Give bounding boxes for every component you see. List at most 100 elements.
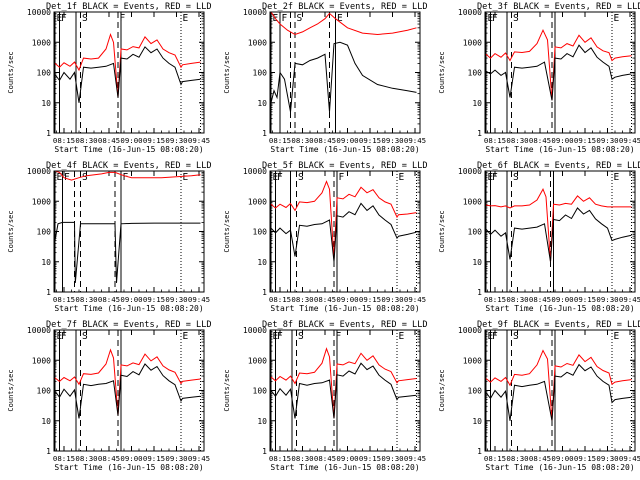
y-tick-label: 10 bbox=[472, 99, 482, 108]
segment-marker-label: S bbox=[513, 172, 519, 183]
y-tick-label: 100 bbox=[37, 69, 52, 78]
segment-marker-label: F bbox=[64, 172, 70, 183]
series-line-lld bbox=[54, 348, 201, 416]
x-tick-label: 08:45 bbox=[529, 454, 551, 463]
x-tick-label: 09:15 bbox=[143, 136, 165, 145]
segment-marker-label: S bbox=[298, 172, 304, 183]
x-tick-label: 09:15 bbox=[574, 454, 596, 463]
x-tick-label: 09:45 bbox=[619, 454, 640, 463]
x-tick-label: 09:00 bbox=[551, 136, 573, 145]
panel-det-5f: Det_5f BLACK = Events, RED = LLD Counts/s… bbox=[223, 161, 428, 313]
x-axis-label: Start Time (16-Jun-15 08:08:20) bbox=[54, 463, 203, 472]
segment-marker-label: F bbox=[123, 172, 129, 183]
x-tick-label: 08:30 bbox=[506, 295, 528, 304]
plot-frame bbox=[53, 329, 205, 452]
y-tick-label: 10 bbox=[41, 99, 51, 108]
x-tick-label: 08:45 bbox=[98, 136, 120, 145]
y-tick-label: 100 bbox=[468, 228, 483, 237]
segment-marker-label: F bbox=[492, 13, 498, 24]
y-tick-label: 100 bbox=[468, 69, 483, 78]
segment-marker-label: E bbox=[57, 172, 63, 183]
x-tick-label: 08:15 bbox=[269, 136, 291, 145]
x-tick-label: 09:45 bbox=[619, 136, 640, 145]
x-tick-label: 08:45 bbox=[314, 295, 336, 304]
segment-marker-label: F bbox=[277, 331, 283, 342]
x-tick-label: 09:30 bbox=[596, 295, 618, 304]
x-tick-label: 08:15 bbox=[53, 295, 75, 304]
panel-title: Det_5f BLACK = Events, RED = LLD bbox=[262, 161, 428, 171]
x-tick-label: 09:00 bbox=[336, 136, 358, 145]
y-tick-label: 1000 bbox=[248, 197, 267, 206]
y-axis-label: Counts/sec bbox=[223, 369, 231, 411]
segment-marker-label: F bbox=[282, 13, 288, 24]
series-line-lld bbox=[485, 349, 632, 421]
panel-det-9f: Det_9f BLACK = Events, RED = LLD Counts/s… bbox=[438, 320, 640, 472]
x-tick-label: 09:00 bbox=[120, 136, 142, 145]
x-tick-label: 09:30 bbox=[381, 295, 403, 304]
y-axis-label: Counts/sec bbox=[223, 51, 231, 93]
panel-det-2f: Det_2f BLACK = Events, RED = LLD Counts/s… bbox=[223, 2, 428, 154]
y-tick-label: 10000 bbox=[27, 8, 51, 17]
segment-marker-label: S bbox=[82, 331, 88, 342]
y-tick-label: 1000 bbox=[248, 356, 267, 365]
y-axis-label: Counts/sec bbox=[7, 210, 15, 252]
x-tick-label: 09:30 bbox=[165, 295, 187, 304]
x-tick-label: 08:15 bbox=[484, 454, 506, 463]
x-tick-label: 08:30 bbox=[291, 454, 313, 463]
y-tick-label: 1000 bbox=[463, 356, 482, 365]
x-tick-label: 09:00 bbox=[336, 454, 358, 463]
segment-marker-label: F bbox=[61, 331, 67, 342]
series-line-events bbox=[54, 46, 201, 103]
segment-marker-label: E bbox=[183, 331, 189, 342]
x-axis-label: Start Time (16-Jun-15 08:08:20) bbox=[54, 145, 203, 154]
segment-marker-label: S bbox=[513, 331, 519, 342]
y-axis-label: Counts/sec bbox=[438, 369, 446, 411]
y-tick-label: 100 bbox=[468, 387, 483, 396]
x-tick-label: 09:00 bbox=[551, 454, 573, 463]
y-tick-label: 100 bbox=[37, 387, 52, 396]
x-tick-label: 09:15 bbox=[143, 454, 165, 463]
y-tick-label: 1000 bbox=[32, 356, 51, 365]
series-line-events bbox=[270, 202, 417, 262]
y-tick-label: 10000 bbox=[458, 8, 482, 17]
x-tick-label: 08:45 bbox=[529, 295, 551, 304]
panel-title: Det_9f BLACK = Events, RED = LLD bbox=[477, 320, 640, 330]
panel-title: Det_3f BLACK = Events, RED = LLD bbox=[477, 2, 640, 12]
x-tick-label: 09:45 bbox=[404, 136, 426, 145]
x-tick-label: 09:30 bbox=[381, 454, 403, 463]
x-tick-label: 08:15 bbox=[269, 295, 291, 304]
segment-marker-label: E bbox=[399, 331, 405, 342]
y-tick-label: 1 bbox=[477, 129, 482, 138]
plot-frame bbox=[53, 170, 205, 293]
x-tick-label: 08:45 bbox=[314, 454, 336, 463]
y-axis-label: Counts/sec bbox=[438, 210, 446, 252]
y-tick-label: 10000 bbox=[458, 326, 482, 335]
segment-marker-label: F bbox=[492, 331, 498, 342]
x-axis-label: Start Time (16-Jun-15 08:08:20) bbox=[485, 304, 634, 313]
plot-frame bbox=[269, 11, 421, 134]
y-tick-label: 1 bbox=[262, 288, 267, 297]
panel-title: Det_6f BLACK = Events, RED = LLD bbox=[477, 161, 640, 171]
series-line-lld bbox=[54, 171, 201, 181]
series-line-events bbox=[485, 207, 632, 262]
plot-frame bbox=[484, 329, 636, 452]
x-tick-label: 08:30 bbox=[506, 454, 528, 463]
y-axis-label: Counts/sec bbox=[7, 369, 15, 411]
x-tick-label: 09:15 bbox=[143, 295, 165, 304]
x-tick-label: 08:15 bbox=[53, 454, 75, 463]
x-axis-label: Start Time (16-Jun-15 08:08:20) bbox=[485, 145, 634, 154]
panel-det-7f: Det_7f BLACK = Events, RED = LLD Counts/s… bbox=[7, 320, 212, 472]
x-tick-label: 09:45 bbox=[188, 136, 210, 145]
x-tick-label: 09:15 bbox=[574, 136, 596, 145]
x-tick-label: 08:15 bbox=[269, 454, 291, 463]
y-tick-label: 10000 bbox=[27, 167, 51, 176]
x-tick-label: 09:30 bbox=[596, 454, 618, 463]
segment-marker-label: E bbox=[399, 172, 405, 183]
panel-title: Det_8f BLACK = Events, RED = LLD bbox=[262, 320, 428, 330]
y-tick-label: 10 bbox=[41, 258, 51, 267]
x-tick-label: 08:30 bbox=[291, 295, 313, 304]
x-tick-label: 09:30 bbox=[165, 136, 187, 145]
plot-frame bbox=[484, 170, 636, 293]
y-axis-label: Counts/sec bbox=[438, 51, 446, 93]
y-tick-label: 100 bbox=[37, 228, 52, 237]
